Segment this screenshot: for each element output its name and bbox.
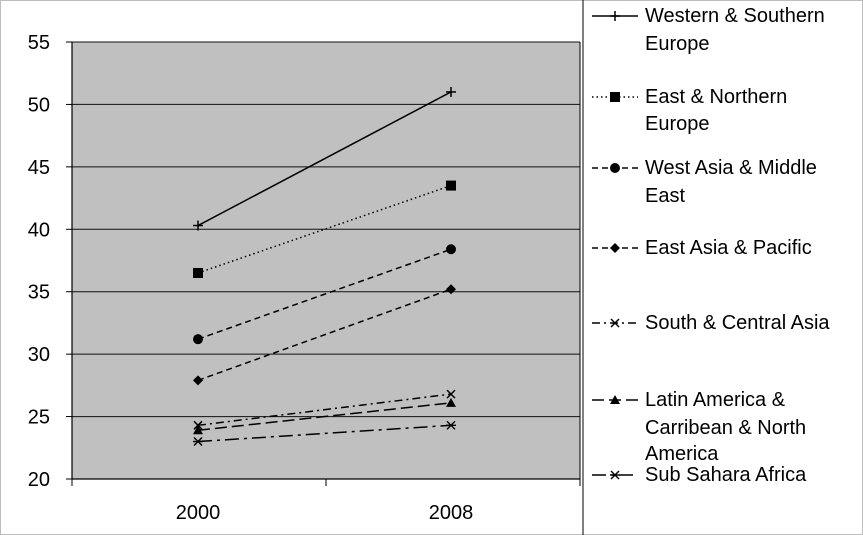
x-marker	[446, 389, 456, 399]
legend-label: Latin America &	[645, 389, 786, 411]
x-marker	[610, 318, 620, 328]
diamond-marker	[193, 375, 203, 386]
series-line	[197, 402, 452, 432]
y-tick-label: 50	[28, 94, 50, 116]
series-line	[197, 288, 452, 382]
triangle-marker	[193, 425, 203, 435]
diamond-marker	[610, 243, 620, 253]
y-tick-label: 30	[28, 344, 50, 366]
legend-item: Western & Southern Europe	[592, 5, 825, 55]
diamond-marker	[446, 284, 456, 295]
axes: 20 25 30 35 40 45 50 55 2000 2008	[28, 32, 581, 524]
plus-marker	[193, 220, 203, 231]
legend-item: East Asia & Pacific	[592, 237, 812, 259]
legend-item: Sub Sahara Africa	[592, 464, 807, 486]
square-marker	[610, 92, 620, 102]
plus-marker	[446, 86, 456, 97]
asterisk-marker	[193, 437, 203, 447]
legend-item: South & Central Asia	[592, 312, 830, 334]
square-marker	[446, 180, 456, 191]
circle-marker	[610, 163, 620, 173]
x-tick-label: 2000	[176, 502, 221, 524]
square-marker	[193, 267, 203, 278]
circle-marker	[446, 244, 456, 255]
triangle-marker	[610, 395, 620, 404]
y-tick-label: 45	[28, 157, 50, 179]
plus-marker	[610, 11, 620, 21]
legend-label: South & Central Asia	[645, 312, 830, 334]
legend-item: Latin America & Carribean & North America	[592, 389, 806, 465]
legend-label: Western & Southern	[645, 5, 825, 27]
legend-label: East & Northern	[645, 86, 787, 108]
legend-label: East Asia & Pacific	[645, 237, 812, 259]
legend-label: Europe	[645, 33, 710, 55]
legend-label: West Asia & Middle	[645, 157, 817, 179]
asterisk-marker	[610, 470, 620, 480]
legend-item: West Asia & Middle East	[592, 157, 817, 207]
series-line	[197, 91, 452, 227]
y-tick-label: 35	[28, 282, 50, 304]
plot-area	[72, 42, 580, 479]
circle-marker	[193, 334, 203, 345]
y-tick-label: 55	[28, 32, 50, 54]
asterisk-marker	[446, 420, 456, 430]
legend-label: Europe	[645, 113, 710, 135]
legend-label: East	[645, 185, 685, 207]
legend-item: East & Northern Europe	[592, 86, 787, 135]
legend-label: America	[645, 443, 719, 465]
legend-label: Sub Sahara Africa	[645, 464, 807, 486]
series-line	[197, 393, 452, 427]
y-tick-label: 40	[28, 219, 50, 241]
series-line	[197, 248, 452, 340]
triangle-marker	[446, 397, 456, 407]
series-group	[193, 86, 456, 447]
legend-label: Carribean & North	[645, 417, 806, 439]
y-tick-label: 20	[28, 469, 50, 491]
x-tick-label: 2008	[429, 502, 474, 524]
y-tick-label: 25	[28, 407, 50, 429]
